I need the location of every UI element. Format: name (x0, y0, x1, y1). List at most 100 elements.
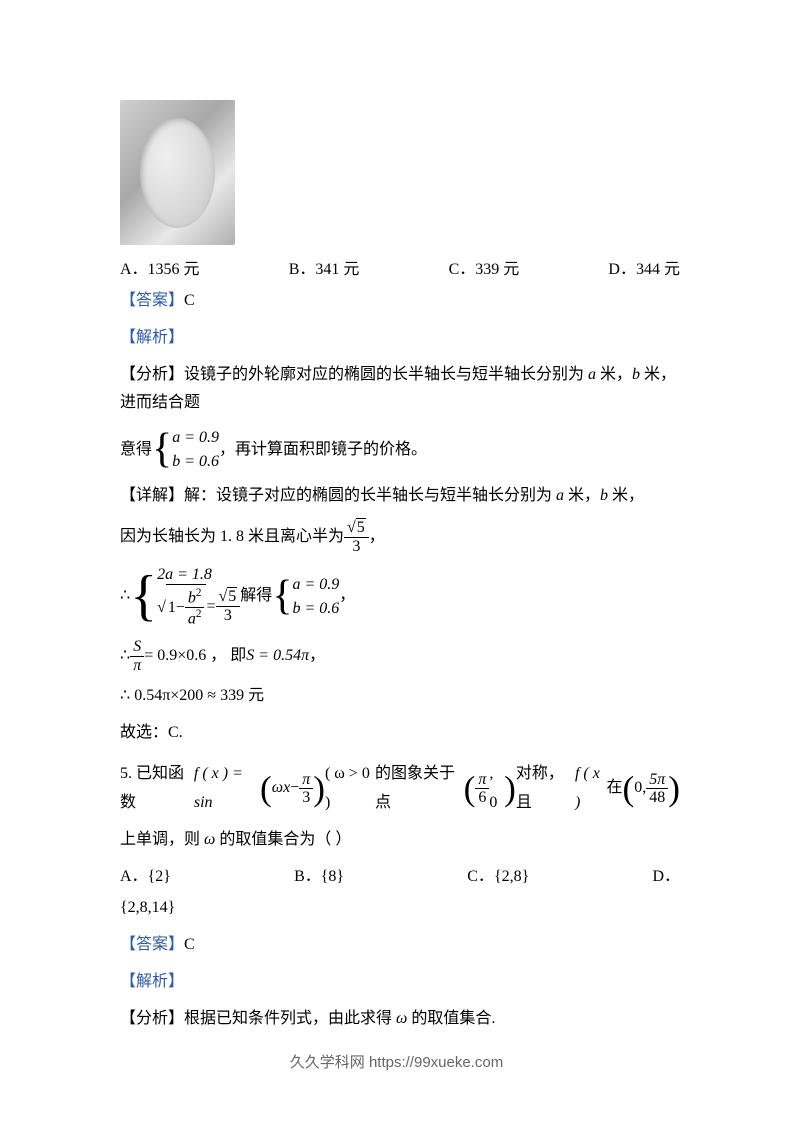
fivepi-num: 5π (646, 771, 668, 790)
frac-pi-3: π 3 (299, 771, 313, 807)
sqrt5-rad: 5 (356, 518, 366, 536)
q5-option-d-set: {2,8,14} (120, 894, 680, 923)
frac-s-pi: S π (130, 638, 144, 674)
q4-option-a: A．1356 元 (120, 255, 200, 279)
frac-pi-6: π 6 (475, 771, 489, 807)
q5-option-d: D． (652, 862, 680, 886)
brace-content-1: a = 0.9 b = 0.6 (172, 426, 219, 474)
yuan: 元 (244, 687, 264, 704)
optB-label: B． (294, 868, 321, 885)
three-den: 3 (299, 789, 313, 807)
optA-label: A． (120, 868, 148, 885)
therefore-3: ∴ (120, 687, 130, 704)
q4-xiangjie: 【详解】解：设镜子对应的椭圆的长半轴长与短半轴长分别为 a 米，b 米， (120, 482, 680, 511)
q5-stem-line1: 5. 已知函数 f ( x ) = sin ( ωx − π 3 ) ( ω >… (120, 760, 680, 818)
six-den: 6 (475, 789, 489, 807)
comma-1: ， (369, 523, 385, 552)
pi-num: π (299, 771, 313, 790)
optB-set: {8} (321, 868, 344, 885)
optC-label: C． (467, 868, 494, 885)
q5-fenxi-text-2: 的取值集合. (407, 1010, 495, 1027)
q5-fx2: f ( x ) (575, 760, 607, 818)
pi-den: π (130, 657, 144, 675)
q5-text-1: 的图象关于点 (375, 760, 464, 818)
therefore-2: ∴ (120, 642, 130, 671)
lparen-1: ( (260, 773, 272, 805)
eq2: b = 0.6 (172, 453, 219, 470)
q5-number: 5. 已知函数 (120, 760, 194, 818)
q5-answer-value: C (184, 936, 195, 953)
fenxi-text-3: 意得 (120, 436, 152, 465)
q5-text-2: 对称，且 (516, 760, 575, 818)
lparen-3: ( (623, 773, 635, 805)
s-val: S = 0.54π (246, 642, 309, 671)
q4-fenxi-line2: 意得 { a = 0.9 b = 0.6 ，再计算面积即镜子的价格。 (120, 426, 680, 474)
q5-text-3: 上单调，则 (120, 831, 204, 848)
q4-analysis-label: 【解析】 (120, 324, 680, 353)
q5-fenxi-text: 根据已知条件列式，由此求得 (184, 1010, 396, 1027)
s-eq: = 0.9×0.6 ， 即 (144, 642, 246, 671)
zero2: 0, (634, 774, 646, 803)
omega: ω (204, 831, 215, 848)
var-b: b (632, 366, 640, 383)
meter-3: 米， (608, 487, 644, 504)
xiangjie-label: 【详解】 (120, 487, 184, 504)
comma-3: ， (309, 642, 325, 671)
frac-5pi-48: 5π 48 (646, 771, 668, 807)
calc-expr: 0.54π×200 ≈ 339 (134, 687, 244, 704)
q5-option-a: A．{2} (120, 862, 171, 886)
frac-sqrt5-3-b: 5 3 (216, 588, 241, 624)
fortyeight-den: 48 (646, 789, 668, 807)
eq3: a = 0.9 (292, 576, 339, 593)
q5-options: A．{2} B．{8} C．{2,8} D． (120, 862, 680, 886)
q5-answer-label: 【答案】 (120, 936, 184, 953)
q5-omega-2: ω (396, 1010, 407, 1027)
page-content: A．1356 元 B．341 元 C．339 元 D．344 元 【答案】C 【… (120, 100, 680, 1034)
answer-label: 【答案】 (120, 292, 184, 309)
brace-system-2: { 2a = 1.8 1 − b2 a2 = 5 3 (130, 565, 240, 628)
eq1: a = 0.9 (172, 429, 219, 446)
q5-analysis-label-text: 【解析】 (120, 973, 184, 990)
q4-system-solve: ∴ { 2a = 1.8 1 − b2 a2 = 5 3 (120, 565, 680, 628)
rparen-2: ) (504, 773, 516, 805)
optD-label: D． (652, 868, 680, 885)
q4-long-axis: 因为长轴长为 1. 8 米且离心半为 5 3 ， (120, 519, 680, 555)
page-footer: 久久学科网 https://99xueke.com (0, 1051, 793, 1072)
q4-answer: 【答案】C (120, 287, 680, 316)
q5-analysis-label: 【解析】 (120, 968, 680, 997)
zero: , 0 (489, 760, 504, 818)
den3-b: 3 (216, 607, 241, 625)
q5-fx: f ( x ) = sin (194, 760, 260, 818)
den-3: 3 (344, 538, 369, 556)
b2-num: b (188, 590, 196, 607)
q5-option-c: C．{2,8} (467, 862, 529, 886)
q5-fenxi: 【分析】根据已知条件列式，由此求得 ω 的取值集合. (120, 1005, 680, 1034)
minus: − (290, 774, 299, 803)
q4-calc: ∴ 0.54π×200 ≈ 339 元 (120, 682, 680, 711)
jiede: 解得 (240, 582, 272, 611)
sqrt5-b: 5 (227, 587, 237, 605)
fenxi-text-1: 设镜子的外轮廓对应的椭圆的长半轴长与短半轴长分别为 (184, 366, 588, 383)
omega-x: ωx (272, 774, 290, 803)
q4-options: A．1356 元 B．341 元 C．339 元 D．344 元 (120, 255, 680, 279)
q4-option-b: B．341 元 (289, 255, 360, 279)
meter-1: 米， (596, 366, 632, 383)
S-num: S (130, 638, 144, 657)
lparen-2: ( (464, 773, 476, 805)
zai: 在 (607, 774, 623, 803)
a2-den: a (188, 611, 196, 628)
eq-2a: 2a = 1.8 (157, 566, 212, 583)
brace-system-1: { a = 0.9 b = 0.6 (152, 426, 219, 474)
meter-2: 米， (564, 487, 600, 504)
pi-num-2: π (475, 771, 489, 790)
brace-system-3: { a = 0.9 b = 0.6 (272, 573, 339, 621)
omega-gt0: ( ω > 0 ) (325, 760, 375, 818)
q4-option-c: C．339 元 (449, 255, 520, 279)
q4-guxuan: 故选：C. (120, 719, 680, 748)
left-brace-icon: { (152, 433, 172, 467)
q4-option-d: D．344 元 (608, 255, 680, 279)
q5-stem-line2: 上单调，则 ω 的取值集合为（ ） (120, 826, 680, 855)
left-brace-icon-3: { (272, 580, 292, 614)
optA-set: {2} (148, 868, 171, 885)
optC-set: {2,8} (494, 868, 529, 885)
